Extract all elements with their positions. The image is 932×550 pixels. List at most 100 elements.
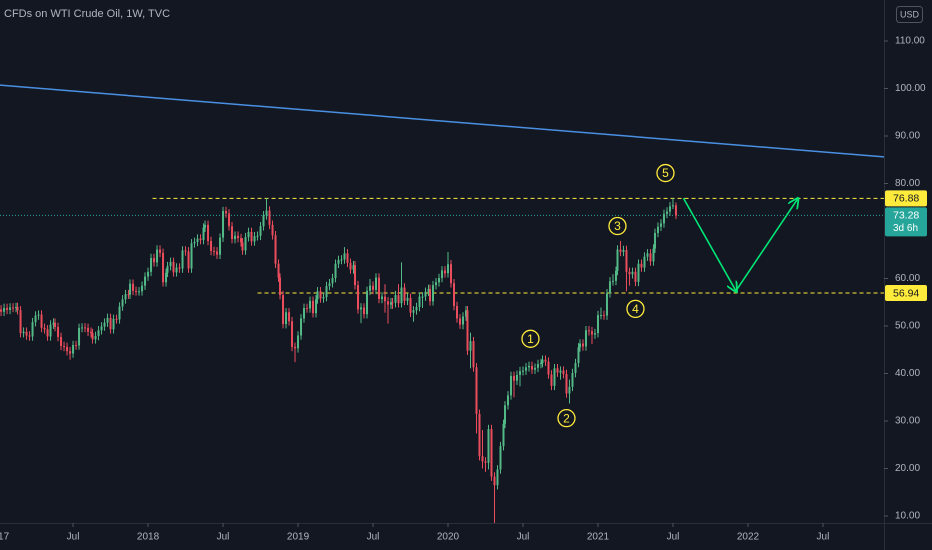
candle-body xyxy=(472,341,475,368)
candle-body xyxy=(60,336,63,346)
candle-body xyxy=(84,327,87,329)
candle-body xyxy=(103,322,106,327)
candle-body xyxy=(512,375,515,381)
candle-body xyxy=(634,271,637,282)
candle-body xyxy=(646,253,649,257)
candle-body xyxy=(262,215,265,227)
candle-body xyxy=(381,296,384,299)
candle-body xyxy=(57,326,60,337)
candle-body xyxy=(225,211,228,214)
candle-body xyxy=(625,250,628,272)
candle-body xyxy=(544,359,547,362)
candle-body xyxy=(3,307,6,312)
candle-body xyxy=(325,286,328,298)
currency-box[interactable] xyxy=(896,6,923,23)
candle-body xyxy=(530,365,533,370)
candle-body xyxy=(156,249,159,263)
candle-body xyxy=(438,278,441,283)
candle-body xyxy=(271,224,274,236)
candle-body xyxy=(628,271,631,275)
candle-body xyxy=(166,266,169,273)
candle-body xyxy=(363,307,366,315)
candle-body xyxy=(464,310,467,317)
candle-body xyxy=(671,205,674,207)
candle-body xyxy=(250,231,253,242)
candle-body xyxy=(66,346,69,352)
candle-body xyxy=(75,345,78,347)
candle-body xyxy=(334,263,337,279)
candle-body xyxy=(222,211,225,238)
currency[interactable]: USD xyxy=(900,9,920,19)
candle-body xyxy=(300,318,303,336)
candle-body xyxy=(455,306,458,319)
wave-circle xyxy=(626,299,645,319)
candle-body xyxy=(565,373,568,394)
level-price-label: 56.94 xyxy=(893,287,919,299)
candle-body xyxy=(150,258,153,272)
candle-body xyxy=(37,314,40,316)
candle-body xyxy=(622,250,625,252)
candle-body xyxy=(503,405,506,424)
candle-body xyxy=(659,223,662,227)
candle-body xyxy=(153,258,156,263)
candle-body xyxy=(109,317,112,330)
candle-body xyxy=(291,321,294,347)
candle-body xyxy=(244,237,247,251)
wave-circle xyxy=(557,409,576,428)
x-tick-label: 2017 xyxy=(0,532,10,543)
candle-body xyxy=(631,271,634,275)
candle-body xyxy=(256,235,259,237)
candle-body xyxy=(288,312,291,322)
candle-body xyxy=(415,307,418,311)
candle-body xyxy=(274,235,277,264)
candle-body xyxy=(640,263,643,268)
candle-body xyxy=(265,210,268,216)
candle-body xyxy=(165,272,168,283)
wave-label: 5 xyxy=(662,166,669,180)
candle-body xyxy=(63,345,66,347)
candle-body xyxy=(643,256,646,268)
candle-body xyxy=(593,333,596,335)
y-tick-label: 50.00 xyxy=(895,321,920,332)
candle-body xyxy=(306,307,309,309)
candle-body xyxy=(81,327,84,329)
candle-body xyxy=(387,301,390,305)
last-price-label: 73.28 xyxy=(893,210,919,222)
candle-body xyxy=(279,277,282,296)
candle-body xyxy=(446,264,449,274)
candle-body xyxy=(282,295,285,325)
candle-body xyxy=(390,302,393,305)
candle-body xyxy=(34,315,37,323)
candle-body xyxy=(322,297,325,299)
candle-body xyxy=(69,351,72,354)
candle-body xyxy=(637,263,640,282)
candle-body xyxy=(309,300,312,309)
candle-body xyxy=(43,327,46,330)
candle-body xyxy=(391,302,394,304)
candle-body xyxy=(294,346,297,349)
candle-body xyxy=(268,210,271,225)
candle-body xyxy=(496,469,499,486)
candle-body xyxy=(616,249,619,271)
wave-label: 3 xyxy=(614,219,621,233)
candle-body xyxy=(518,371,521,375)
candle-body xyxy=(159,249,162,253)
candle-body xyxy=(587,330,590,332)
candle-body xyxy=(213,250,216,252)
y-tick-label: 80.00 xyxy=(895,178,920,189)
candle-body xyxy=(649,253,652,262)
candle-body xyxy=(352,265,355,270)
candle-body xyxy=(231,226,234,240)
x-tick-label: Jul xyxy=(217,532,230,543)
candle-body xyxy=(132,283,135,291)
candle-body xyxy=(502,423,505,447)
x-tick-label: 2021 xyxy=(587,532,610,543)
candle-body xyxy=(40,314,43,328)
candle-body xyxy=(435,282,438,286)
candle-body xyxy=(207,224,210,241)
y-tick-label: 20.00 xyxy=(895,463,920,474)
candle-body xyxy=(121,299,124,307)
candle-body xyxy=(112,318,115,330)
